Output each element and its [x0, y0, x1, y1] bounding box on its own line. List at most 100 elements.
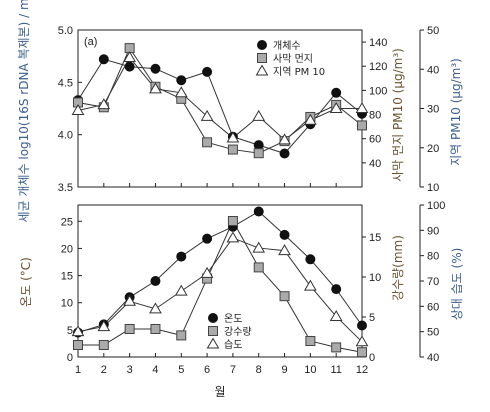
panel-b-series-2-line [77, 237, 363, 343]
panel-a: (a) 3.5 4.0 4.5 5.0 40 60 80 100 120 140 10 20 30 4… [17, 0, 463, 222]
x-axis-title: 월 [214, 385, 225, 399]
panel-b-right2-tick-label: 70 [427, 276, 439, 288]
panel-b-right1-tick-label: 0 [369, 352, 375, 364]
panel-a-series-2-point [226, 131, 240, 143]
panel-a-series-2-point [123, 50, 137, 62]
x-tick-label: 6 [204, 364, 210, 376]
panel-a-series-2-point [149, 82, 162, 94]
panel-a-series-0-point [176, 75, 187, 86]
panel-b-series [71, 206, 369, 358]
panel-b-right1-tick-label: 10 [369, 272, 381, 284]
panel-b-series-0-point [305, 254, 316, 265]
panel-b-right2-tick-label: 50 [427, 327, 439, 339]
panel-a-right2-ticks: 10 20 30 40 50 [420, 25, 439, 194]
panel-b-series-2-point [149, 302, 162, 314]
panel-b-series-2-point [303, 279, 317, 291]
panel-b-series-0-line [77, 210, 363, 334]
panel-a-left-tick-label: 4.5 [58, 77, 73, 89]
panel-b-series-1-point [227, 216, 238, 226]
panel-a-right1-tick-label: 120 [369, 61, 387, 73]
x-tick-label: 7 [230, 364, 236, 376]
panel-b-left-tick-label: 5 [67, 325, 73, 337]
panel-a-x-ticks [77, 183, 363, 187]
panel-b-series-2-point [174, 284, 188, 296]
panel-b-series-0-point [176, 251, 187, 262]
panel-b-series-2-point [123, 294, 137, 306]
panel-a-series-0-point [331, 87, 342, 98]
panel-b-left-tick-label: 0 [67, 352, 73, 364]
panel-a-right1-tick-label: 140 [369, 37, 387, 49]
panel-a-right2-tick-label: 40 [427, 64, 439, 76]
panel-b-legend-marker [208, 313, 218, 323]
panel-b-series-1-line [78, 219, 363, 353]
panel-b-series-0-point [253, 206, 264, 217]
x-tick-label: 3 [127, 364, 133, 376]
panel-a-series-2-point [329, 102, 343, 113]
panel-b-series-1-point [150, 324, 161, 334]
panel-b-legend-marker [208, 326, 218, 336]
panel-a-series-2-point [174, 86, 188, 98]
panel-a-right2-tick-label: 20 [427, 143, 439, 155]
panel-a-series-0-point [150, 63, 161, 74]
x-tick-label: 1 [75, 364, 81, 376]
panel-b-legend-label: 습도 [224, 339, 242, 351]
panel-b-series-1-point [176, 330, 187, 341]
panel-b-series-0-point [150, 276, 161, 286]
panel-a-series-0-point [124, 61, 135, 72]
panel-b-series-2-point [97, 320, 111, 332]
panel-a-series-2-point [278, 133, 291, 145]
panel-b-right2-tick-label: 40 [427, 352, 439, 364]
panel-b-series-0-point [357, 320, 367, 331]
panel-a-left-tick-label: 5.0 [58, 25, 73, 37]
panel-b-series-1-point [124, 324, 135, 334]
panel-a-right1-tick-label: 100 [369, 85, 387, 97]
panel-a-series-1-point [227, 144, 238, 155]
panel-a-legend-marker [255, 64, 269, 76]
panel-a-series-2-point [71, 103, 85, 115]
panel-b-series-1-point [253, 262, 264, 273]
panel-a-right1-axis-title: 사막 먼지 PM10 (μg/m³) [391, 48, 405, 182]
panel-a-frame [77, 29, 363, 188]
panel-a-series-0-point [202, 66, 213, 77]
panel-a-legend-label: 사막 먼지 [273, 53, 313, 65]
panel-b-right2-tick-label: 80 [427, 251, 439, 263]
panel-a-left-ticks: 3.5 4.0 4.5 5.0 [58, 25, 82, 194]
panel-a-series-0-point [98, 54, 109, 65]
x-tick-label: 9 [281, 364, 287, 376]
panel-b-left-tick-label: 10 [61, 298, 73, 310]
panel-a-legend-label: 개체수 [273, 40, 301, 52]
panel-a-series-2-point [200, 109, 214, 121]
panel-b-left-ticks: 0 5 10 15 20 25 [61, 216, 82, 364]
panel-b-left-tick-label: 25 [61, 216, 73, 228]
panel-b-right2-tick-label: 60 [427, 301, 439, 313]
x-tick-label: 11 [330, 364, 341, 376]
panel-b-right1-ticks: 0 5 10 15 [362, 232, 381, 364]
panel-b-left-tick-label: 15 [61, 271, 73, 283]
panel-b-frame [77, 204, 363, 358]
x-tick-label: 12 [356, 364, 368, 376]
panel-b-right2-tick-label: 90 [427, 225, 439, 237]
panel-b-series-2-point [71, 325, 85, 337]
panel-a-series-1-point [357, 120, 367, 131]
x-tick-label: 2 [101, 364, 107, 376]
panel-b-series-2-point [329, 309, 343, 321]
panel-b-series-2-point [200, 266, 214, 278]
panel-b-series-1-point [305, 336, 316, 346]
panel-b-series-0-point [279, 229, 290, 240]
panel-a-legend-marker [257, 40, 267, 50]
panel-b-series-1-point [331, 342, 342, 353]
panel-a-series-2-point [97, 98, 111, 110]
panel-a-right1-tick-label: 80 [369, 110, 381, 122]
panel-a-right1-ticks: 40 60 80 100 120 140 [362, 37, 387, 170]
panel-a-label: (a) [84, 36, 97, 48]
panel-b-series-1-point [98, 340, 109, 350]
panel-a-series-2-point [252, 109, 266, 121]
panel-b-series-2-point [252, 241, 266, 253]
panel-a-left-tick-label: 4.0 [58, 130, 73, 142]
panel-b-left-axis-title: 온도 (°C) [19, 257, 33, 307]
x-tick-label: 4 [152, 364, 158, 376]
panel-b-legend-label: 온도 [224, 313, 242, 325]
